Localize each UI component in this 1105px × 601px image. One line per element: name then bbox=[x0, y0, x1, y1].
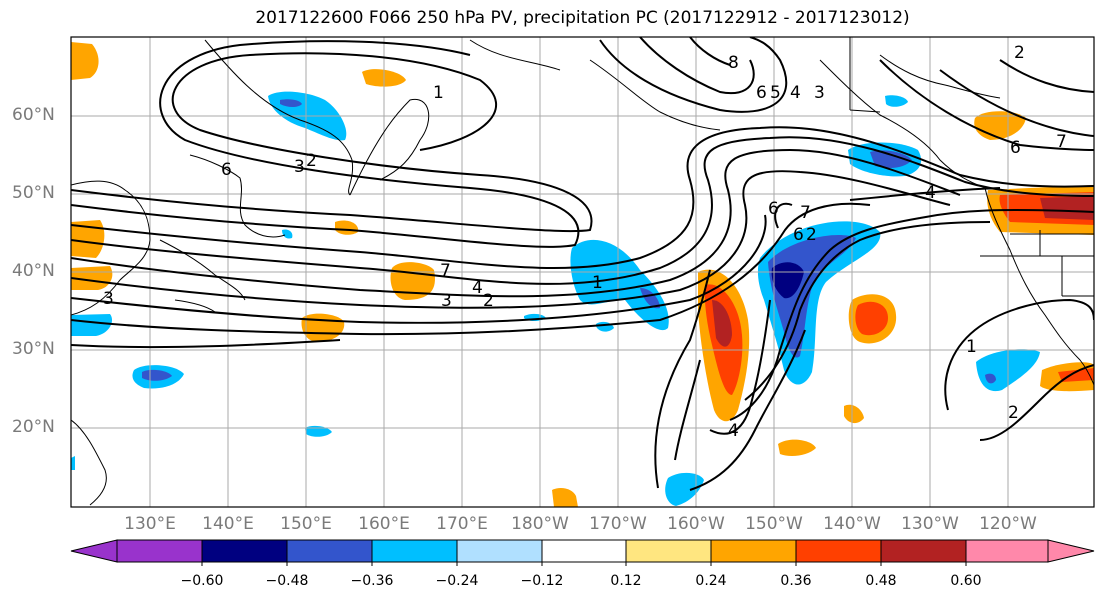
lat-label: 50°N bbox=[12, 183, 55, 203]
contour-label: 4 bbox=[472, 278, 483, 298]
colorbar-segment bbox=[116, 539, 203, 563]
contour-label: 1 bbox=[433, 83, 444, 103]
contour-label: 4 bbox=[728, 421, 739, 441]
contour-label: 4 bbox=[790, 83, 801, 103]
colorbar-tick-label: 0.36 bbox=[780, 573, 812, 589]
lat-label: 30°N bbox=[12, 339, 55, 359]
contour-label: 6 bbox=[221, 160, 232, 180]
colorbar-segment bbox=[965, 539, 1049, 563]
colorbar-segment bbox=[795, 539, 882, 563]
colorbar-tick-label: −0.24 bbox=[435, 573, 479, 589]
colorbar-tick-label: 0.12 bbox=[610, 573, 642, 589]
contour-label: 6 bbox=[768, 199, 779, 219]
colorbar-tick-label: 0.60 bbox=[950, 573, 982, 589]
lat-label: 40°N bbox=[12, 261, 55, 281]
pv-contours bbox=[71, 37, 1094, 491]
contour-label: 3 bbox=[103, 289, 114, 309]
contour-label: 6 bbox=[793, 225, 804, 245]
lon-label: 130°W bbox=[901, 514, 959, 534]
contour-label: 3 bbox=[441, 291, 452, 311]
contour-label: 2 bbox=[1008, 403, 1019, 423]
colorbar-tick-label: −0.36 bbox=[350, 573, 394, 589]
contour-label: 2 bbox=[306, 151, 317, 171]
contour-label: 8 bbox=[728, 53, 739, 73]
lon-label: 150°E bbox=[280, 514, 332, 534]
colorbar-segment bbox=[625, 539, 712, 563]
contour-label-group: 1 2 3 6 7 4 3 2 3 1 8 6 5 4 3 6 7 6 2 4 … bbox=[103, 43, 1067, 441]
colorbar-tick-label: 0.24 bbox=[695, 573, 727, 589]
lon-label: 130°E bbox=[124, 514, 176, 534]
colorbar-segment bbox=[1047, 539, 1095, 563]
lon-label: 160°E bbox=[358, 514, 410, 534]
contour-label: 2 bbox=[483, 291, 494, 311]
colorbar-segment bbox=[371, 539, 458, 563]
map-title: 2017122600 F066 250 hPa PV, precipitatio… bbox=[255, 8, 910, 28]
contour-label: 6 bbox=[756, 83, 767, 103]
contour-label: 1 bbox=[966, 337, 977, 357]
lat-label: 20°N bbox=[12, 417, 55, 437]
colorbar-segment bbox=[880, 539, 967, 563]
contour-label: 6 bbox=[1010, 138, 1021, 158]
lon-label: 170°E bbox=[436, 514, 488, 534]
contour-label: 5 bbox=[770, 83, 781, 103]
colorbar-tick-label: −0.48 bbox=[265, 573, 309, 589]
colorbar bbox=[70, 539, 1095, 566]
colorbar-segment bbox=[541, 539, 627, 563]
contour-label: 2 bbox=[806, 225, 817, 245]
colorbar-tick-label: −0.60 bbox=[180, 573, 224, 589]
plot-frame bbox=[70, 36, 1095, 508]
lon-label: 140°W bbox=[823, 514, 881, 534]
contour-label: 7 bbox=[800, 203, 811, 223]
colorbar-segment bbox=[710, 539, 797, 563]
contour-label: 3 bbox=[814, 83, 825, 103]
colorbar-segment bbox=[70, 539, 118, 563]
colorbar-tick-label: −0.12 bbox=[520, 573, 564, 589]
colorbar-segment bbox=[201, 539, 288, 563]
lon-label: 180°W bbox=[511, 514, 569, 534]
colorbar-segment bbox=[286, 539, 373, 563]
contour-label: 7 bbox=[440, 261, 451, 281]
contour-label: 4 bbox=[925, 183, 936, 203]
lon-label: 160°W bbox=[667, 514, 725, 534]
contour-label: 2 bbox=[1014, 43, 1025, 63]
contour-label: 7 bbox=[1056, 132, 1067, 152]
lon-label: 140°E bbox=[202, 514, 254, 534]
lon-label: 170°W bbox=[589, 514, 647, 534]
lon-label: 150°W bbox=[745, 514, 803, 534]
lat-label: 60°N bbox=[12, 105, 55, 125]
colorbar-tick-label: 0.48 bbox=[865, 573, 897, 589]
contour-label: 1 bbox=[592, 273, 603, 293]
lon-label: 120°W bbox=[979, 514, 1037, 534]
contour-label: 3 bbox=[294, 157, 305, 177]
colorbar-segment bbox=[456, 539, 543, 563]
